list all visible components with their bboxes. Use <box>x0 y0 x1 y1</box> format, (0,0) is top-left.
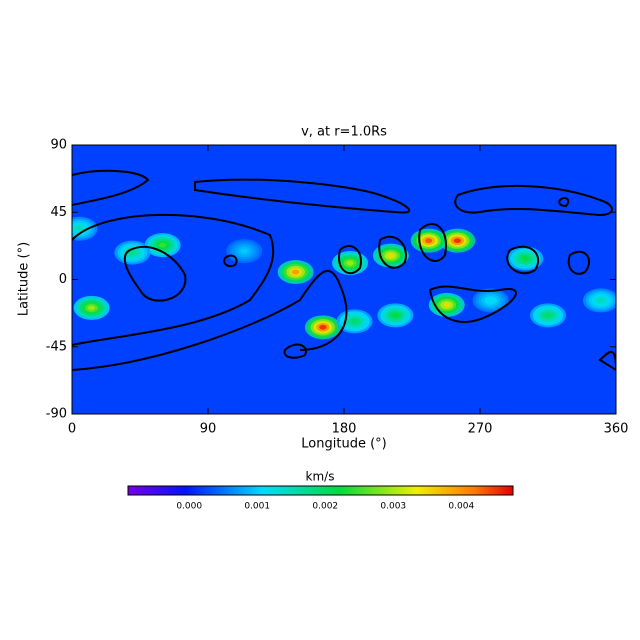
y-tick-label: -45 <box>46 339 67 354</box>
hotspot <box>486 298 495 303</box>
hotspot <box>88 305 96 311</box>
y-tick-label: 90 <box>50 138 67 153</box>
x-tick-label: 360 <box>604 422 629 437</box>
hotspot <box>128 250 137 256</box>
hotspot <box>453 238 461 244</box>
hotspot <box>391 312 399 318</box>
hotspot <box>443 302 451 308</box>
hotspot <box>425 238 433 244</box>
colorbar-tick-label: 0.004 <box>448 502 474 512</box>
field <box>72 145 616 414</box>
y-tick-label: 45 <box>50 205 67 220</box>
hotspot <box>319 324 327 330</box>
hotspot <box>292 269 300 275</box>
hotspot <box>240 248 248 254</box>
x-tick-label: 0 <box>68 422 76 437</box>
hotspot <box>597 298 605 303</box>
x-tick-label: 180 <box>332 422 357 437</box>
chart-title: v, at r=1.0Rs <box>301 125 387 140</box>
colorbar-tick-label: 0.002 <box>312 502 338 512</box>
contours <box>72 169 616 372</box>
x-tick-label: 270 <box>468 422 493 437</box>
hotspot <box>159 242 167 248</box>
field-background <box>72 145 616 414</box>
colorbar-label: km/s <box>306 470 335 484</box>
hotspot <box>350 318 359 324</box>
colorbar-tick-label: 0.001 <box>244 502 270 512</box>
y-tick-label: 0 <box>59 272 67 287</box>
x-tick-label: 90 <box>200 422 217 437</box>
y-tick-label: -90 <box>46 407 67 422</box>
colorbar-tick-label: 0.003 <box>380 502 406 512</box>
hotspot <box>544 312 552 318</box>
y-axis-label: Latitude (°) <box>17 242 32 316</box>
x-axis-label: Longitude (°) <box>301 437 386 452</box>
colorbar <box>127 485 514 496</box>
hotspot <box>521 256 529 261</box>
hotspot <box>387 253 395 258</box>
hotspot <box>75 226 84 232</box>
hotspot <box>346 260 354 266</box>
colorbar-tick-label: 0.000 <box>176 502 202 512</box>
